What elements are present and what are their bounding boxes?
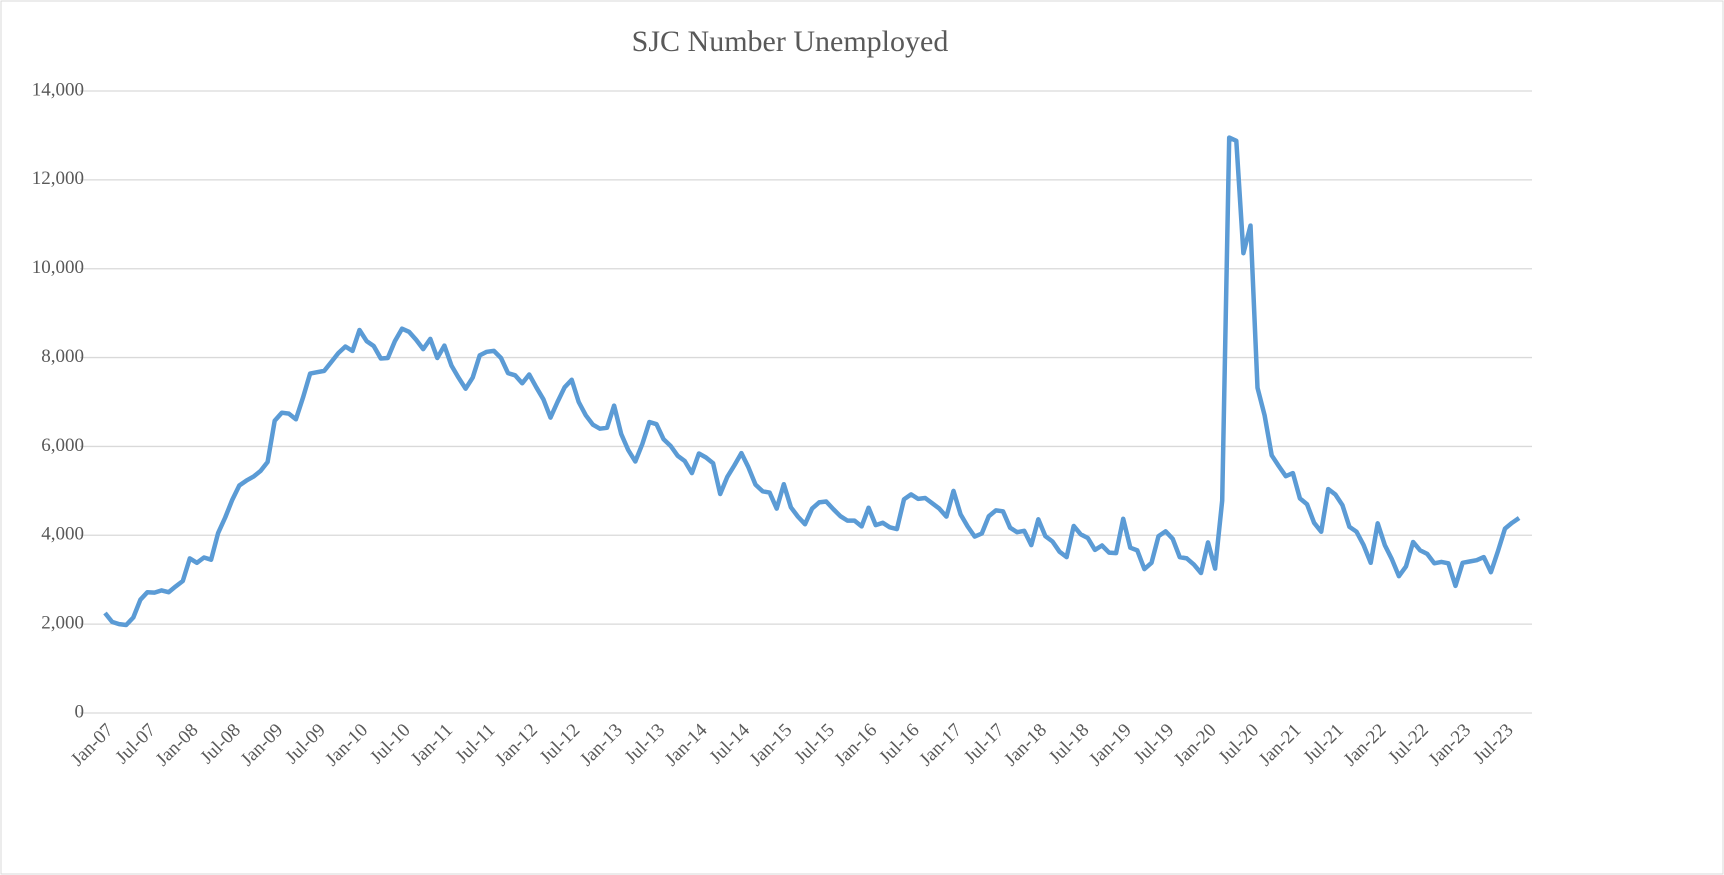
data-line xyxy=(103,135,1521,628)
y-tick-label: 0 xyxy=(75,701,85,722)
y-tick-label: 10,000 xyxy=(32,257,84,278)
y-tick-label: 2,000 xyxy=(41,613,84,634)
y-tick-label: 12,000 xyxy=(32,168,84,189)
y-tick-label: 8,000 xyxy=(41,346,84,367)
y-tick-label: 4,000 xyxy=(41,524,84,545)
y-tick-label: 14,000 xyxy=(32,79,84,100)
y-tick-label: 6,000 xyxy=(41,435,84,456)
chart-title: SJC Number Unemployed xyxy=(632,25,949,58)
